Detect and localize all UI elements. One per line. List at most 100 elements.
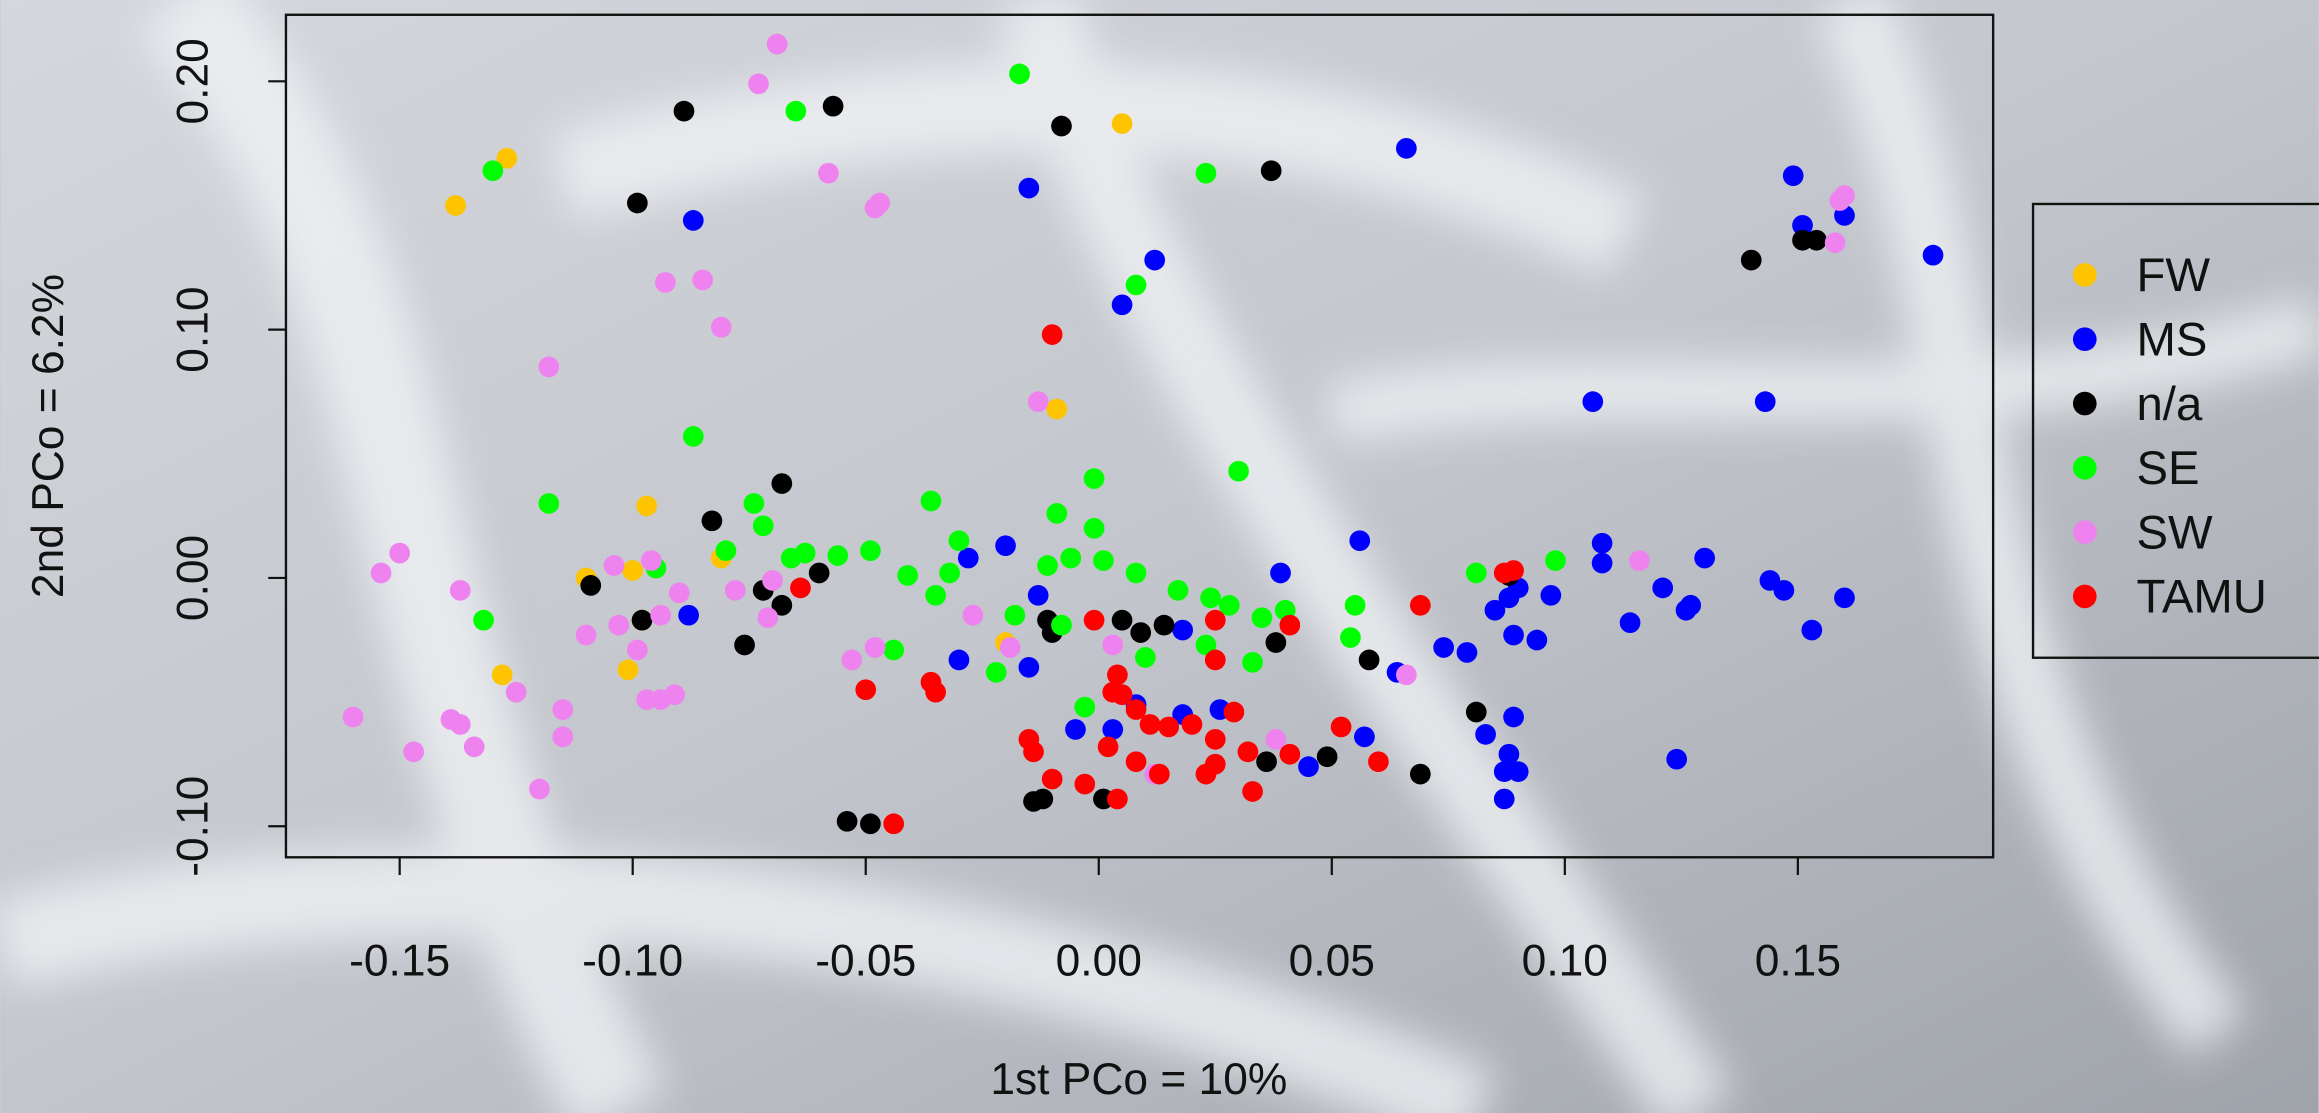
point bbox=[925, 584, 946, 606]
point bbox=[1125, 562, 1147, 584]
y-tick-label: -0.10 bbox=[169, 776, 218, 877]
legend-marker bbox=[2072, 327, 2097, 352]
point bbox=[790, 577, 811, 599]
point bbox=[1060, 547, 1082, 569]
point bbox=[724, 580, 746, 601]
point bbox=[668, 582, 690, 604]
point bbox=[482, 160, 504, 182]
point bbox=[1083, 468, 1105, 489]
legend-marker bbox=[2072, 584, 2097, 609]
point bbox=[1503, 624, 1524, 646]
point bbox=[1465, 562, 1487, 584]
point bbox=[673, 100, 695, 122]
point bbox=[1204, 728, 1226, 750]
plot-frame bbox=[284, 13, 1995, 859]
point bbox=[1498, 743, 1520, 765]
legend-label: TAMU bbox=[2137, 571, 2267, 624]
plot-area bbox=[342, 33, 1944, 835]
point bbox=[1493, 788, 1515, 810]
point bbox=[370, 562, 392, 584]
point bbox=[1396, 138, 1417, 159]
point bbox=[1465, 701, 1487, 723]
x-tick-label: -0.15 bbox=[349, 937, 450, 986]
point bbox=[1582, 391, 1604, 412]
point bbox=[1041, 768, 1063, 790]
point bbox=[1172, 619, 1194, 641]
point bbox=[766, 33, 788, 55]
point bbox=[1316, 746, 1338, 768]
point bbox=[654, 272, 676, 293]
point bbox=[1130, 622, 1152, 643]
point bbox=[1340, 627, 1361, 648]
point bbox=[957, 547, 979, 569]
point bbox=[1344, 594, 1366, 616]
point bbox=[1503, 560, 1524, 581]
point bbox=[1410, 763, 1431, 785]
point bbox=[1102, 634, 1124, 656]
point bbox=[808, 562, 830, 584]
point bbox=[342, 706, 364, 728]
point bbox=[920, 490, 942, 512]
point bbox=[1694, 547, 1715, 569]
point bbox=[1265, 632, 1287, 653]
point bbox=[1107, 788, 1128, 810]
point bbox=[1074, 773, 1096, 795]
point bbox=[1358, 649, 1380, 671]
point bbox=[445, 195, 466, 216]
point bbox=[1046, 503, 1068, 524]
point bbox=[1806, 229, 1827, 251]
point bbox=[1097, 736, 1119, 758]
point bbox=[1242, 781, 1263, 802]
point bbox=[1153, 614, 1175, 636]
point bbox=[1111, 609, 1133, 631]
point bbox=[1591, 552, 1613, 574]
point bbox=[1675, 599, 1697, 621]
point bbox=[999, 637, 1021, 658]
point bbox=[1824, 232, 1846, 254]
point bbox=[1540, 584, 1562, 606]
x-tick-label: 0.15 bbox=[1755, 937, 1841, 986]
point bbox=[897, 565, 919, 586]
point bbox=[463, 736, 485, 758]
point bbox=[925, 681, 946, 703]
point bbox=[1041, 324, 1063, 345]
point bbox=[1279, 614, 1301, 636]
point bbox=[860, 813, 881, 835]
point bbox=[678, 604, 699, 626]
point bbox=[636, 495, 658, 517]
point bbox=[1125, 699, 1147, 720]
point bbox=[836, 810, 858, 832]
point bbox=[1102, 719, 1124, 740]
point bbox=[529, 778, 550, 800]
point bbox=[1135, 647, 1156, 668]
point bbox=[1279, 743, 1301, 765]
point bbox=[505, 681, 527, 703]
point bbox=[603, 555, 625, 576]
legend-marker bbox=[2072, 520, 2097, 544]
point bbox=[1368, 751, 1389, 773]
point bbox=[1265, 728, 1287, 750]
point bbox=[1396, 664, 1417, 686]
x-tick-label: 0.10 bbox=[1522, 937, 1608, 986]
point bbox=[757, 607, 779, 629]
point bbox=[538, 493, 560, 514]
point bbox=[449, 580, 471, 601]
point bbox=[1083, 517, 1105, 539]
point bbox=[538, 356, 560, 378]
point bbox=[1237, 741, 1259, 763]
point bbox=[1792, 214, 1813, 236]
point bbox=[1410, 594, 1431, 616]
point bbox=[771, 594, 793, 616]
y-axis-label: 2nd PCo = 6.2% bbox=[24, 274, 73, 598]
legend-box bbox=[2031, 202, 2319, 659]
point bbox=[1139, 714, 1161, 735]
point bbox=[1503, 706, 1524, 728]
point bbox=[1181, 714, 1203, 735]
point bbox=[1111, 294, 1133, 316]
point bbox=[743, 493, 765, 514]
point bbox=[1228, 460, 1249, 482]
point bbox=[1475, 724, 1496, 745]
point bbox=[1456, 642, 1478, 663]
point bbox=[1149, 763, 1170, 785]
